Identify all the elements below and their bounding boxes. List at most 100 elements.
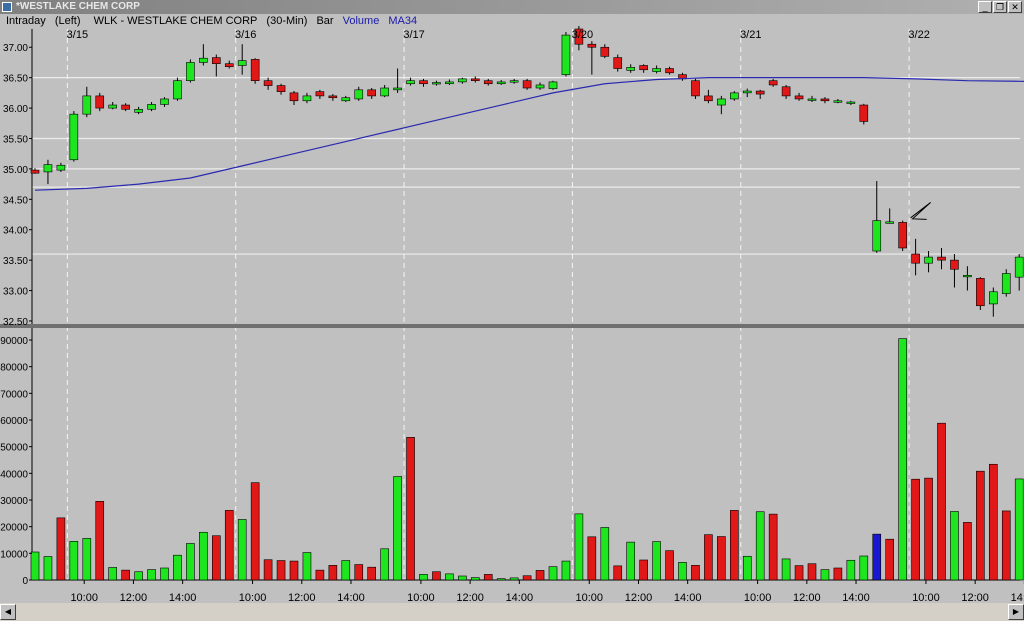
volume-bar (212, 535, 221, 581)
time-tick-label: 12:00 (120, 592, 148, 603)
candle-body (924, 256, 933, 264)
volume-bar (807, 563, 817, 581)
candle-body (186, 62, 195, 82)
volume-bar (626, 541, 636, 581)
time-tick-label: 10:00 (744, 592, 772, 603)
volume-bar (380, 548, 389, 581)
volume-bar (613, 565, 623, 581)
volume-bar (30, 551, 40, 581)
candle-body (328, 95, 338, 99)
candle-body (833, 100, 843, 103)
candle-body (212, 57, 221, 64)
time-tick-label: 12:00 (961, 592, 989, 603)
volume-bar (678, 562, 687, 581)
price-tick-label: 36.00 (3, 104, 28, 115)
volume-bar (82, 538, 92, 581)
scroll-right-arrow-icon[interactable]: ▶ (1008, 604, 1024, 620)
volume-bar (328, 565, 338, 581)
price-tick-label: 33.50 (3, 256, 28, 267)
time-tick-label: 12:00 (456, 592, 484, 603)
app-icon[interactable] (2, 2, 12, 12)
chart-info-bar: Intraday (Left) WLK - WESTLAKE CHEM CORP… (0, 14, 1024, 29)
volume-bar (1001, 510, 1011, 581)
volume-tick-label: 70000 (0, 389, 28, 400)
candle-body (173, 80, 182, 100)
volume-bar (43, 556, 53, 581)
candle-body (432, 82, 441, 85)
volume-bar (496, 578, 506, 581)
volume-bar (911, 478, 920, 581)
candle-body (470, 78, 480, 82)
volume-bar (237, 519, 247, 581)
session-date-label: 3/20 (572, 29, 593, 41)
price-tick-label: 35.00 (3, 165, 28, 176)
time-tick-label: 10:00 (70, 592, 98, 603)
candle-body (729, 92, 739, 100)
candle-body (224, 63, 234, 68)
time-tick-label: 12:00 (625, 592, 653, 603)
volume-bar (652, 541, 661, 581)
volume-bar (794, 565, 804, 581)
volume-bar (367, 566, 377, 581)
candle-body (768, 80, 778, 86)
price-volume-chart[interactable]: 3/15 3/16 3/17 3/20 3/21 3/22 37.00 36.50 36.00 3… (0, 0, 1024, 603)
symbol-label: WLK - WESTLAKE CHEM CORP (93, 15, 258, 27)
ma34-line (34, 77, 1024, 191)
scroll-left-arrow-icon[interactable]: ◀ (0, 604, 16, 620)
volume-bar (160, 567, 169, 581)
volume-bar (820, 569, 830, 581)
restore-button[interactable]: ❐ (993, 1, 1007, 13)
volume-bar (561, 560, 571, 581)
candle-body (911, 253, 920, 264)
volume-bar (704, 534, 713, 581)
volume-bar (354, 564, 364, 581)
candle-body (885, 221, 895, 224)
candle-body (43, 164, 53, 173)
minimize-button[interactable]: _ (978, 1, 992, 13)
volume-bar (458, 575, 467, 581)
candle-body (600, 46, 610, 57)
price-tick-label: 34.00 (3, 226, 28, 237)
candle-body (483, 80, 493, 85)
candle-body (950, 259, 959, 270)
candle-body (859, 104, 869, 122)
volume-bar (717, 536, 726, 581)
volume-tick-label: 10000 (0, 549, 28, 560)
volume-bar (665, 550, 674, 581)
volume-bar (742, 555, 752, 581)
ma34-indicator-label[interactable]: MA34 (388, 15, 418, 27)
time-tick-label: 14:00 (506, 592, 534, 603)
title-bar[interactable]: *WESTLAKE CHEM CORP _ ❐ ✕ (0, 0, 1024, 14)
arrow-annotation-icon (910, 201, 931, 220)
candle-body (354, 89, 364, 100)
volume-bar (1014, 478, 1024, 581)
candle-body (95, 95, 105, 109)
time-tick-label: 14:00 (1011, 592, 1024, 603)
volume-bar (522, 575, 532, 581)
session-date-label: 3/17 (403, 29, 424, 41)
volume-tick-label: 0 (22, 576, 28, 587)
volume-bar (950, 511, 959, 581)
price-tick-label: 36.50 (3, 74, 28, 85)
volume-tick-label: 90000 (0, 336, 28, 347)
candle-body (276, 85, 286, 92)
time-tick-label: 12:00 (793, 592, 821, 603)
volume-indicator-label[interactable]: Volume (342, 15, 380, 27)
candle-body (665, 68, 674, 74)
candle-body (263, 80, 273, 86)
horizontal-scrollbar[interactable]: ◀ ▶ (0, 603, 1024, 621)
session-date-label: 3/15 (67, 29, 88, 41)
volume-bar (988, 463, 998, 581)
pane-divider[interactable] (0, 324, 1024, 328)
scale-label: (Left) (54, 15, 81, 27)
volume-bar (341, 560, 351, 581)
volume-bar (186, 543, 195, 581)
candle-body (820, 98, 830, 102)
candle-body (380, 87, 389, 97)
close-button[interactable]: ✕ (1008, 1, 1022, 13)
candle-body (30, 169, 40, 174)
mode-label: Intraday (6, 15, 46, 27)
volume-bar (108, 567, 117, 581)
volume-bar (781, 558, 791, 581)
